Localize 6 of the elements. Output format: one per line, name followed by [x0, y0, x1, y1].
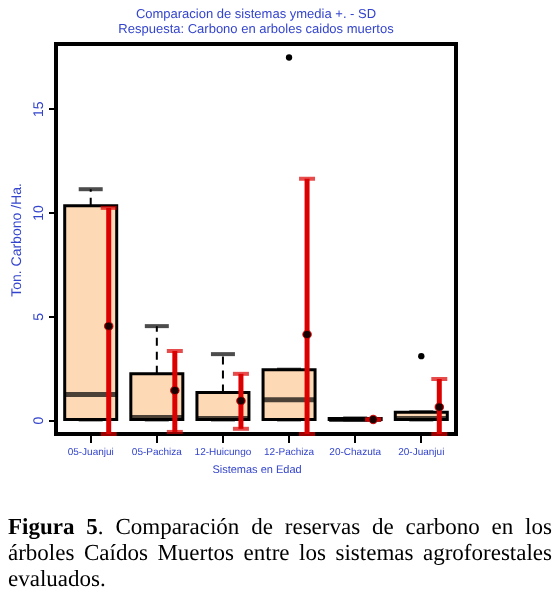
point — [236, 396, 246, 406]
point — [103, 321, 114, 331]
point — [170, 385, 180, 396]
point — [302, 329, 312, 340]
text: Figura 5. Comparación de reservas de carbono en los árboles Caídos Muertos entre los sistemas agroforestales evaluados. — [8, 516, 552, 594]
point — [434, 402, 445, 412]
